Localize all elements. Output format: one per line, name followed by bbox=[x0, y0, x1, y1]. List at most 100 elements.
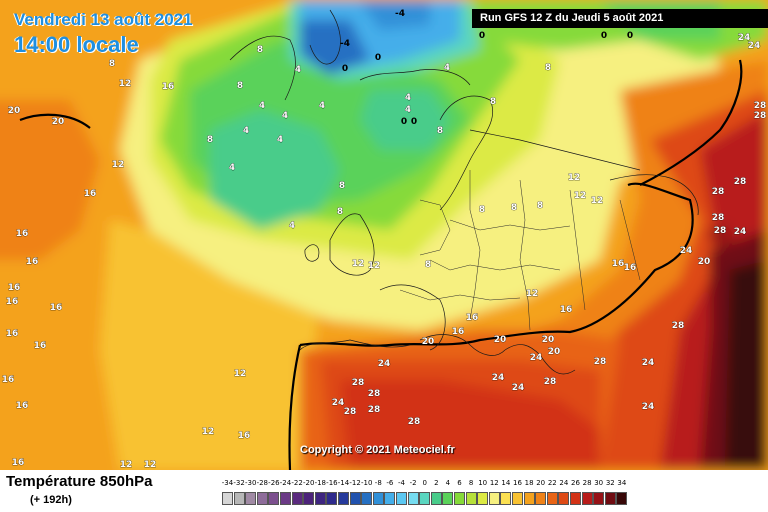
map-value-label: 8 bbox=[337, 207, 343, 217]
map-value-label: 16 bbox=[560, 305, 573, 315]
forecast-lead-time: (+ 192h) bbox=[30, 494, 72, 506]
map-value-label: 0 bbox=[411, 117, 417, 127]
map-value-label: 12 bbox=[574, 191, 587, 201]
scale-swatch bbox=[280, 492, 291, 505]
map-value-label: 8 bbox=[537, 201, 543, 211]
map-value-label: 8 bbox=[479, 205, 485, 215]
scale-swatch bbox=[245, 492, 257, 505]
forecast-valid-date: Vendredi 13 août 2021 bbox=[14, 10, 193, 29]
scale-tick-label: -14 bbox=[337, 479, 350, 487]
map-value-label: 4 bbox=[259, 101, 265, 111]
map-value-label: 12 bbox=[144, 460, 157, 470]
map-value-label: 8 bbox=[237, 81, 243, 91]
map-value-label: 20 bbox=[52, 117, 65, 127]
map-value-label: 28 bbox=[352, 378, 365, 388]
map-value-label: 20 bbox=[494, 335, 507, 345]
map-value-label: 16 bbox=[34, 341, 47, 351]
map-value-label: 4 bbox=[444, 63, 450, 73]
scale-swatch bbox=[442, 492, 454, 505]
map-value-label: 12 bbox=[120, 460, 133, 470]
scale-swatch bbox=[222, 492, 233, 505]
map-value-label: 28 bbox=[734, 177, 747, 187]
map-value-label: 16 bbox=[162, 82, 175, 92]
scale-tick-label: -24 bbox=[279, 479, 292, 487]
scale-swatch bbox=[407, 492, 419, 505]
map-value-label: 24 bbox=[512, 383, 525, 393]
map-value-label: 20 bbox=[698, 257, 711, 267]
map-value-label: 28 bbox=[368, 405, 381, 415]
map-value-label: 0 bbox=[375, 53, 381, 63]
scale-swatch bbox=[326, 492, 338, 505]
scale-tick-label: -12 bbox=[349, 479, 361, 487]
map-value-label: 24 bbox=[492, 373, 505, 383]
scale-swatch bbox=[477, 492, 489, 505]
map-value-label: 20 bbox=[8, 106, 21, 116]
scale-swatch bbox=[430, 492, 442, 505]
map-value-label: 16 bbox=[6, 329, 19, 339]
map-value-label: 28 bbox=[408, 417, 421, 427]
run-info-banner: Run GFS 12 Z du Jeudi 5 août 2021 bbox=[472, 9, 768, 28]
map-value-label: 4 bbox=[277, 135, 283, 145]
map-value-label: 0 bbox=[601, 31, 607, 41]
map-value-label: 24 bbox=[738, 33, 751, 43]
map-value-label: 12 bbox=[526, 289, 539, 299]
scale-swatch bbox=[488, 492, 500, 505]
map-value-label: 24 bbox=[642, 358, 655, 368]
scale-tick-label: 20 bbox=[536, 479, 546, 487]
scale-tick-label: -10 bbox=[360, 479, 373, 487]
scale-swatch bbox=[593, 492, 605, 505]
scale-swatch bbox=[546, 492, 558, 505]
copyright-text: Copyright © 2021 Meteociel.fr bbox=[300, 444, 455, 456]
scale-tick-label: 26 bbox=[571, 479, 580, 487]
forecast-local-time: 14:00 locale bbox=[14, 32, 139, 57]
scale-tick-label: 24 bbox=[559, 479, 569, 487]
scale-swatch bbox=[303, 492, 315, 505]
map-value-label: 16 bbox=[612, 259, 625, 269]
map-value-label: 20 bbox=[548, 347, 561, 357]
map-value-label: 8 bbox=[109, 59, 115, 69]
map-value-label: 16 bbox=[26, 257, 39, 267]
map-value-label: 0 bbox=[627, 31, 633, 41]
scale-tick-label: -8 bbox=[374, 479, 382, 487]
map-value-label: 0 bbox=[342, 64, 348, 74]
scale-tick-label: 10 bbox=[478, 479, 488, 487]
scale-swatch bbox=[361, 492, 373, 505]
map-value-label: 16 bbox=[84, 189, 97, 199]
scale-tick-label: 34 bbox=[617, 479, 627, 487]
map-value-label: 28 bbox=[714, 226, 727, 236]
map-value-label: 8 bbox=[257, 45, 263, 55]
map-value-label: 4 bbox=[319, 101, 325, 111]
scale-swatch bbox=[268, 492, 280, 505]
map-value-label: 24 bbox=[680, 246, 693, 256]
scale-tick-label: 6 bbox=[457, 479, 462, 487]
scale-swatch bbox=[581, 492, 593, 505]
map-value-label: 16 bbox=[2, 375, 15, 385]
map-value-label: 16 bbox=[8, 283, 21, 293]
scale-tick-label: 22 bbox=[547, 479, 557, 487]
map-value-label: 12 bbox=[112, 160, 125, 170]
map-value-label: 4 bbox=[229, 163, 235, 173]
scale-swatch bbox=[419, 492, 431, 505]
map-value-label: 24 bbox=[332, 398, 345, 408]
scale-tick-label: -2 bbox=[409, 479, 417, 487]
scale-tick-label: 8 bbox=[468, 479, 474, 487]
scale-tick-label: -18 bbox=[314, 479, 327, 487]
scale-swatch bbox=[500, 492, 512, 505]
scale-swatch bbox=[372, 492, 384, 505]
scale-swatch bbox=[512, 492, 523, 505]
legend-footer: Température 850hPa (+ 192h) bbox=[0, 470, 768, 512]
map-value-label: 16 bbox=[16, 401, 29, 411]
scale-swatch bbox=[523, 492, 535, 505]
map-value-label: 16 bbox=[452, 327, 465, 337]
scale-swatch bbox=[349, 492, 361, 505]
map-value-label: 16 bbox=[238, 431, 251, 441]
map-value-label: 28 bbox=[672, 321, 685, 331]
map-value-label: 8 bbox=[207, 135, 213, 145]
coastlines bbox=[229, 9, 699, 375]
map-value-label: 4 bbox=[295, 65, 301, 75]
scale-swatch bbox=[256, 492, 268, 505]
map-value-label: 28 bbox=[754, 111, 767, 121]
scale-swatch bbox=[535, 492, 547, 505]
map-value-label: 16 bbox=[624, 263, 637, 273]
map-value-label: 24 bbox=[734, 227, 747, 237]
